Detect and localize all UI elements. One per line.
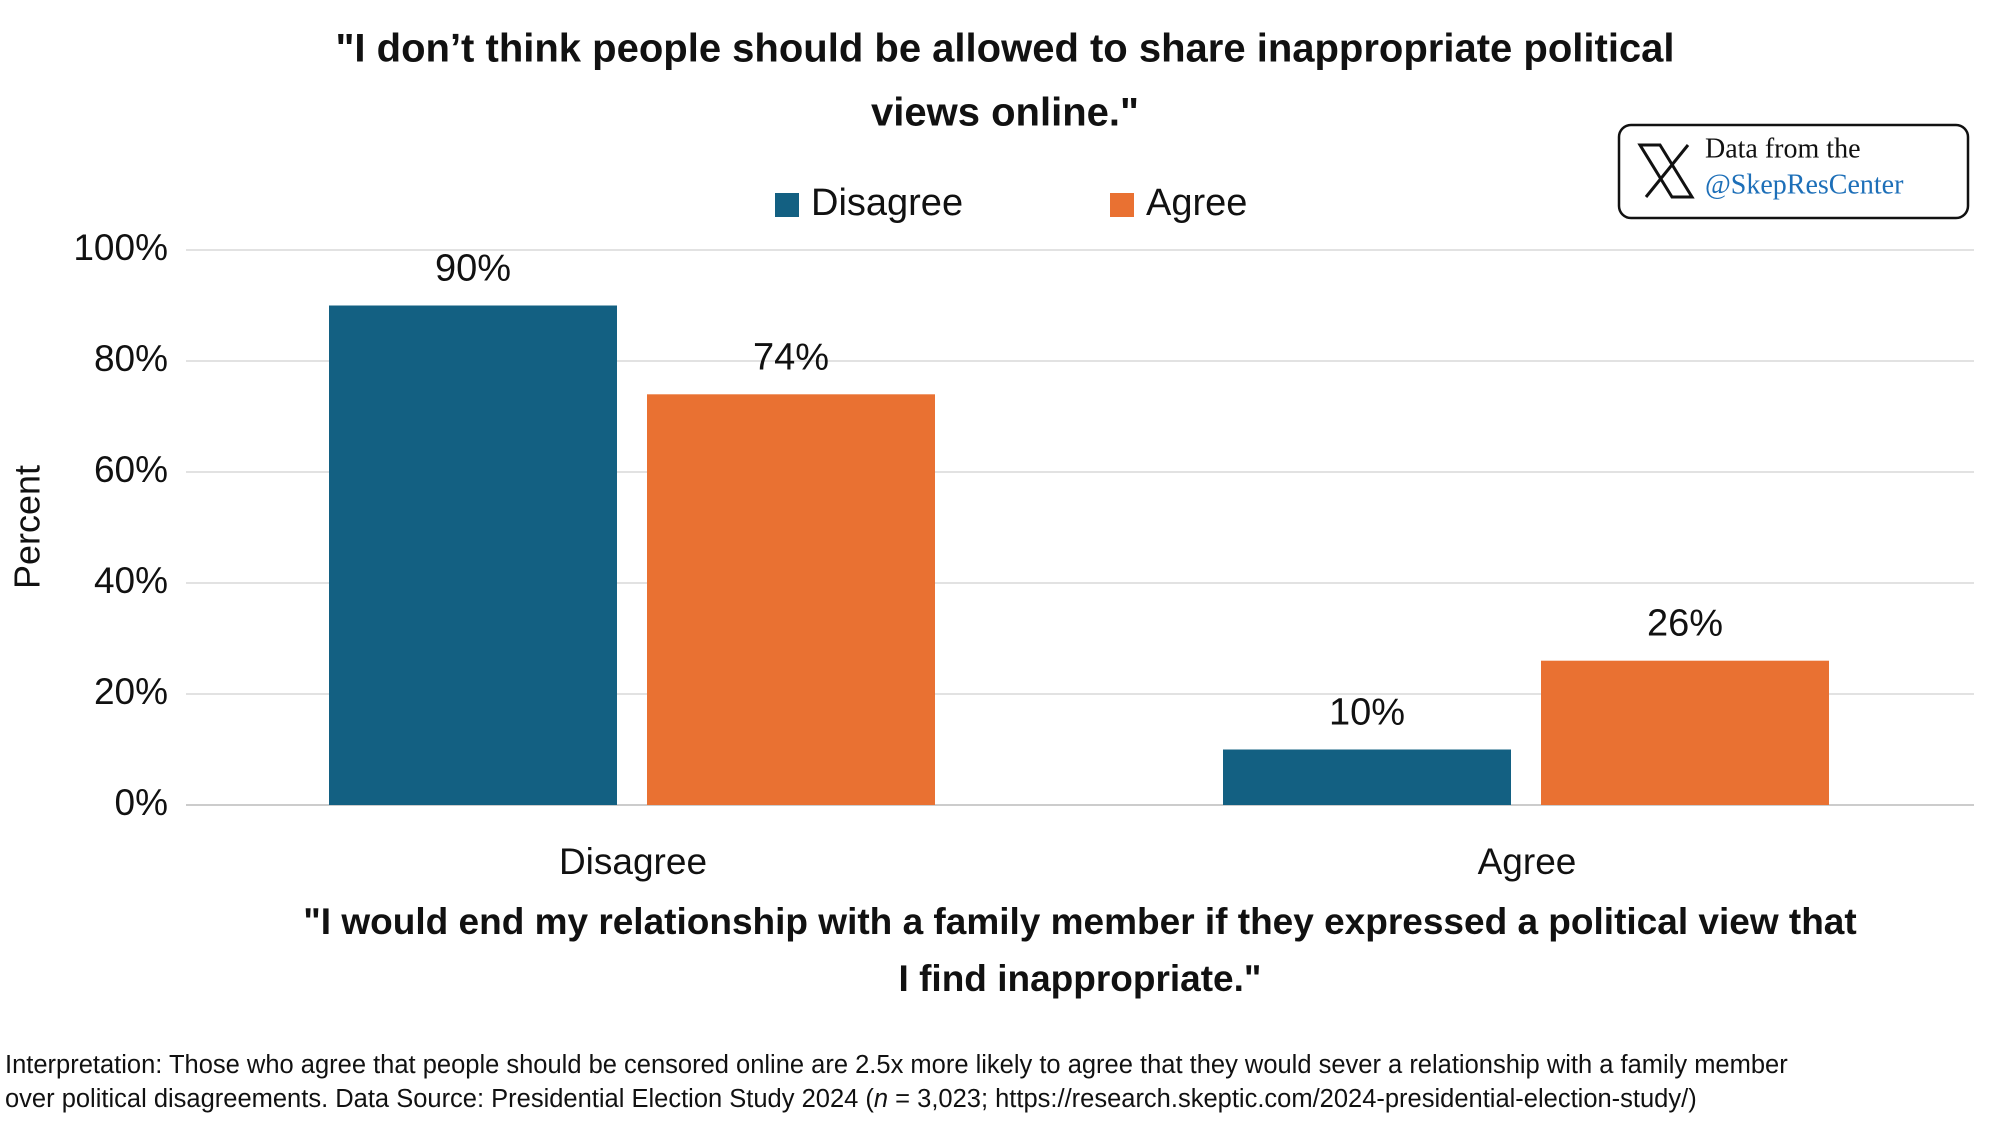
bar	[1223, 749, 1511, 805]
legend-swatch	[775, 193, 799, 217]
y-tick-label: 100%	[73, 227, 168, 268]
value-label: 74%	[753, 336, 829, 378]
x-axis-title: I find inappropriate."	[899, 958, 1262, 999]
x-axis-title: "I would end my relationship with a fami…	[303, 901, 1856, 942]
value-label: 26%	[1647, 603, 1723, 645]
chart-title: "I don’t think people should be allowed …	[335, 27, 1674, 71]
legend-swatch	[1110, 193, 1134, 217]
bar	[329, 305, 617, 805]
legend-label: Agree	[1146, 182, 1247, 224]
x-tick-label: Agree	[1478, 841, 1577, 882]
y-tick-label: 60%	[94, 449, 168, 490]
bar	[1541, 660, 1829, 805]
legend-label: Disagree	[811, 182, 963, 224]
badge-frame	[1617, 123, 1970, 220]
chart-title: views online."	[871, 91, 1139, 135]
footnote: over political disagreements. Data Sourc…	[5, 1085, 1697, 1113]
value-label: 90%	[435, 248, 511, 290]
y-tick-label: 40%	[94, 560, 168, 601]
footnote-part: over political disagreements. Data Sourc…	[5, 1085, 874, 1113]
y-tick-label: 80%	[94, 338, 168, 379]
x-tick-label: Disagree	[559, 841, 707, 882]
y-axis-title: Percent	[7, 465, 48, 589]
badge-text: Data from the	[1705, 133, 1861, 164]
badge: Data from the @SkepResCenter	[1617, 123, 1970, 220]
footnote-part: n	[874, 1085, 888, 1113]
footnote-part: = 3,023; https://research.skeptic.com/20…	[888, 1085, 1697, 1113]
y-tick-label: 20%	[94, 671, 168, 712]
x-logo	[1644, 144, 1690, 198]
footnote: Interpretation: Those who agree that peo…	[5, 1051, 1788, 1079]
value-label: 10%	[1329, 692, 1405, 734]
y-tick-label: 0%	[115, 782, 168, 823]
badge-handle[interactable]: @SkepResCenter	[1705, 169, 1904, 200]
bar	[647, 394, 935, 805]
footnote-part: Interpretation: Those who agree that peo…	[5, 1051, 1788, 1079]
